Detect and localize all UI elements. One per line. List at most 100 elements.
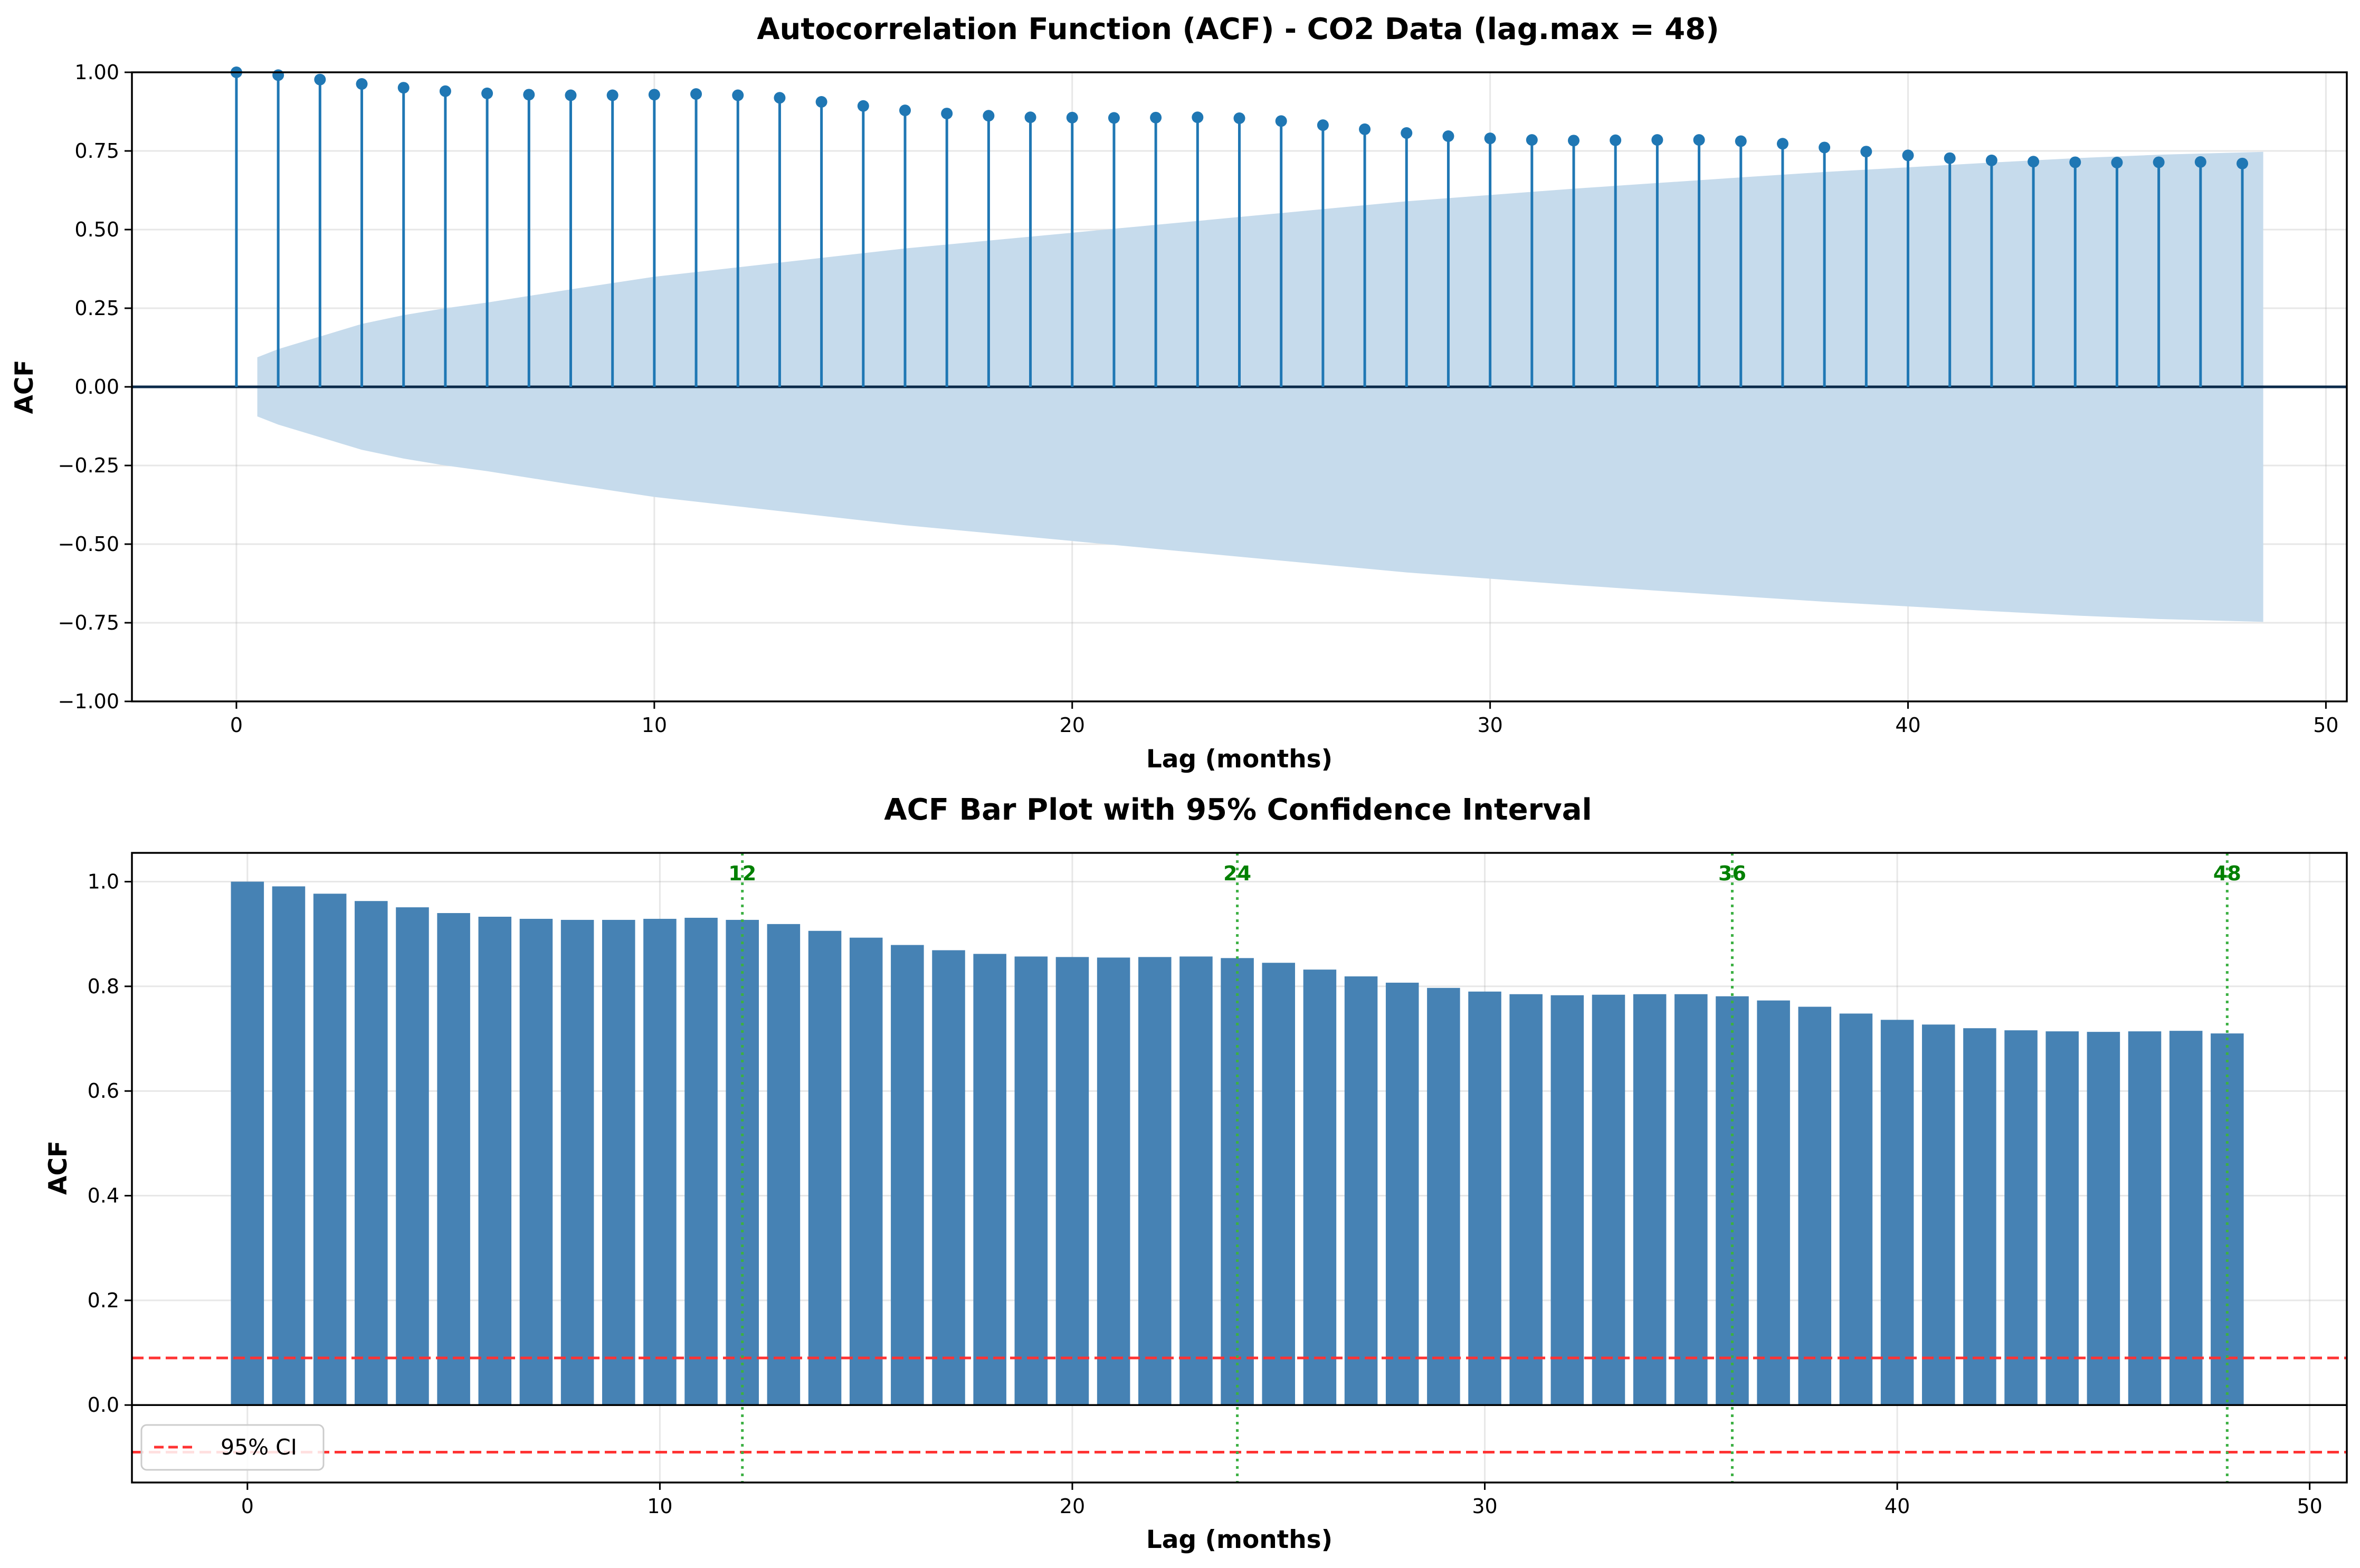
ci-lines: [132, 1356, 2347, 1453]
bar: [891, 945, 924, 1405]
seasonal-lag-markers: 12 24 36 48: [728, 853, 2241, 1483]
stem-marker: [1693, 134, 1705, 146]
bar: [1798, 1006, 1832, 1405]
y-tick-label: 0.2: [88, 1289, 119, 1312]
y-tick-label: −1.00: [58, 690, 119, 713]
bar: [272, 886, 306, 1405]
stem-marker: [1735, 135, 1747, 147]
bar: [1674, 994, 1708, 1405]
bar: [1592, 994, 1625, 1405]
y-tick-label: 1.00: [74, 61, 119, 84]
x-tick-label: 20: [1060, 714, 1085, 737]
acf-stem-chart: Autocorrelation Function (ACF) - CO2 Dat…: [10, 12, 2348, 774]
stem-marker: [1066, 111, 1078, 123]
bar: [849, 937, 883, 1405]
bar: [437, 913, 470, 1405]
y-tick-label: 0.25: [74, 297, 119, 320]
stem-marker: [1568, 135, 1580, 147]
stem-marker: [690, 88, 702, 100]
x-tick-label: 0: [230, 714, 243, 737]
acf-bar-chart: ACF Bar Plot with 95% Confidence Interva…: [44, 793, 2348, 1554]
bar: [2004, 1030, 2038, 1405]
bar: [355, 901, 388, 1405]
x-axis-label: Lag (months): [1146, 745, 1333, 774]
bar: [231, 881, 264, 1405]
x-tick-label: 10: [642, 714, 667, 737]
bar: [2045, 1031, 2079, 1405]
x-tick-label: 0: [241, 1495, 254, 1518]
stem-marker: [1860, 146, 1872, 158]
y-axis-label: ACF: [44, 1141, 73, 1195]
bar: [1055, 957, 1089, 1405]
stem-marker: [1944, 152, 1956, 164]
x-axis-label: Lag (months): [1146, 1525, 1333, 1554]
bar: [1179, 956, 1213, 1405]
stem-marker: [565, 89, 577, 101]
x-tick-label: 30: [1472, 1495, 1497, 1518]
stem-marker: [1610, 134, 1622, 146]
stem-marker: [2028, 156, 2040, 168]
x-axis-ticks: 0 10 20 30 40 50: [241, 1483, 2323, 1518]
bar: [1509, 994, 1543, 1405]
stem-marker: [439, 85, 451, 97]
stem-marker: [899, 104, 911, 117]
x-tick-label: 20: [1060, 1495, 1085, 1518]
bar: [1839, 1013, 1873, 1405]
bar: [1921, 1024, 1955, 1405]
y-tick-label: 0.50: [74, 218, 119, 241]
bar: [1385, 982, 1419, 1405]
stem-marker: [857, 100, 869, 112]
stem-marker: [2194, 156, 2206, 168]
bar: [2087, 1032, 2120, 1405]
acf-stems: [230, 66, 2249, 387]
bar: [1633, 994, 1667, 1405]
bar: [1014, 956, 1048, 1405]
bar: [519, 918, 553, 1405]
stem-marker: [1192, 111, 1204, 123]
bar: [313, 894, 347, 1405]
y-tick-label: −0.25: [58, 454, 119, 477]
stem-marker: [941, 108, 953, 120]
stem-marker: [2069, 156, 2081, 168]
stem-marker: [2237, 157, 2249, 169]
bar: [1138, 957, 1172, 1405]
y-tick-label: 0.6: [88, 1079, 119, 1103]
bar: [1757, 1000, 1790, 1405]
bar: [1550, 995, 1584, 1405]
seasonal-label: 24: [1223, 862, 1251, 885]
bar: [1963, 1028, 1996, 1405]
y-tick-label: 1.0: [88, 870, 119, 894]
stem-marker: [1233, 112, 1245, 125]
legend: 95% CI: [140, 1424, 325, 1471]
chart-title: Autocorrelation Function (ACF) - CO2 Dat…: [757, 12, 1719, 46]
stem-marker: [272, 69, 284, 81]
stem-marker: [1902, 149, 1914, 161]
bar: [767, 924, 801, 1405]
x-tick-label: 40: [1885, 1495, 1910, 1518]
stem-marker: [314, 73, 326, 85]
bar: [1427, 987, 1460, 1405]
x-tick-label: 10: [647, 1495, 672, 1518]
stem-marker: [1275, 115, 1287, 127]
stem-marker: [606, 89, 618, 101]
stem-marker: [1484, 132, 1496, 145]
bar: [1097, 957, 1130, 1405]
stem-marker: [1526, 134, 1538, 146]
legend-label: 95% CI: [221, 1434, 297, 1460]
x-tick-label: 30: [1477, 714, 1502, 737]
stem-marker: [1442, 130, 1454, 142]
y-axis-ticks: −1.00 −0.75 −0.50 −0.25 0.00 0.25 0.50 0.75 1.00: [58, 61, 132, 713]
stem-marker: [2111, 157, 2123, 169]
bar: [2169, 1031, 2203, 1405]
stem-marker: [1651, 134, 1663, 146]
legend-box: [140, 1424, 325, 1471]
stem-marker: [983, 110, 995, 122]
stem-marker: [1108, 112, 1120, 124]
bar: [973, 954, 1006, 1405]
stem-marker: [1150, 111, 1162, 123]
stem-marker: [648, 89, 660, 101]
y-axis-label: ACF: [10, 360, 39, 414]
y-tick-label: 0.8: [88, 975, 119, 998]
acf-bars: [231, 881, 2244, 1405]
